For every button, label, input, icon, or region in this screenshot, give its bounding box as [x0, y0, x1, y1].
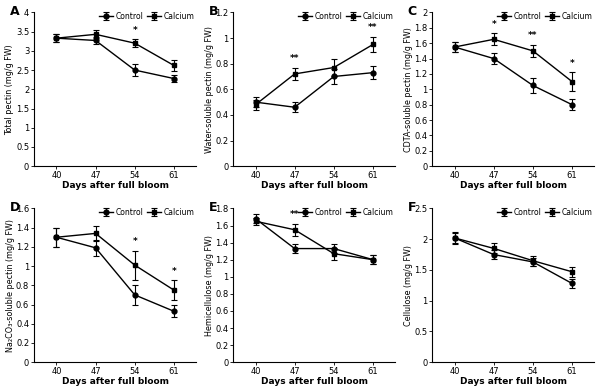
X-axis label: Days after full bloom: Days after full bloom: [261, 181, 368, 191]
Text: C: C: [408, 5, 417, 18]
X-axis label: Days after full bloom: Days after full bloom: [460, 377, 567, 387]
X-axis label: Days after full bloom: Days after full bloom: [62, 181, 169, 191]
Legend: Control, Calcium: Control, Calcium: [298, 12, 393, 21]
Text: *: *: [133, 237, 137, 246]
Text: **: **: [368, 23, 378, 32]
Text: *: *: [172, 267, 176, 276]
Y-axis label: Total pectin (mg/g FW): Total pectin (mg/g FW): [5, 44, 14, 135]
Text: **: **: [290, 54, 299, 63]
Legend: Control, Calcium: Control, Calcium: [497, 208, 592, 217]
Text: D: D: [10, 201, 20, 214]
X-axis label: Days after full bloom: Days after full bloom: [460, 181, 567, 191]
X-axis label: Days after full bloom: Days after full bloom: [62, 377, 169, 387]
Text: *: *: [133, 26, 137, 35]
Y-axis label: Water-soluble pectin (mg/g FW): Water-soluble pectin (mg/g FW): [205, 26, 214, 153]
Text: B: B: [209, 5, 218, 18]
Text: E: E: [209, 201, 217, 214]
Legend: Control, Calcium: Control, Calcium: [100, 208, 194, 217]
Legend: Control, Calcium: Control, Calcium: [100, 12, 194, 21]
Legend: Control, Calcium: Control, Calcium: [497, 12, 592, 21]
Text: **: **: [528, 31, 538, 40]
Text: *: *: [569, 59, 574, 68]
Text: **: **: [290, 210, 299, 219]
Text: F: F: [408, 201, 416, 214]
Y-axis label: CDTA-soluble pectin (mg/g FW): CDTA-soluble pectin (mg/g FW): [404, 27, 413, 152]
Legend: Control, Calcium: Control, Calcium: [298, 208, 393, 217]
Y-axis label: Hemicellulose (mg/g FW): Hemicellulose (mg/g FW): [205, 235, 214, 336]
Text: A: A: [10, 5, 19, 18]
Y-axis label: Na₂CO₃-soluble pectin (mg/g FW): Na₂CO₃-soluble pectin (mg/g FW): [5, 219, 14, 352]
Text: *: *: [491, 20, 496, 29]
X-axis label: Days after full bloom: Days after full bloom: [261, 377, 368, 387]
Y-axis label: Cellulose (mg/g FW): Cellulose (mg/g FW): [404, 245, 413, 326]
